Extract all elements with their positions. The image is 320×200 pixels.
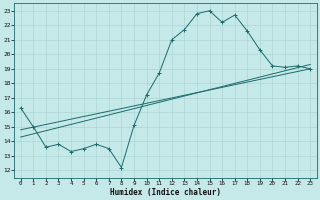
X-axis label: Humidex (Indice chaleur): Humidex (Indice chaleur) (110, 188, 221, 197)
